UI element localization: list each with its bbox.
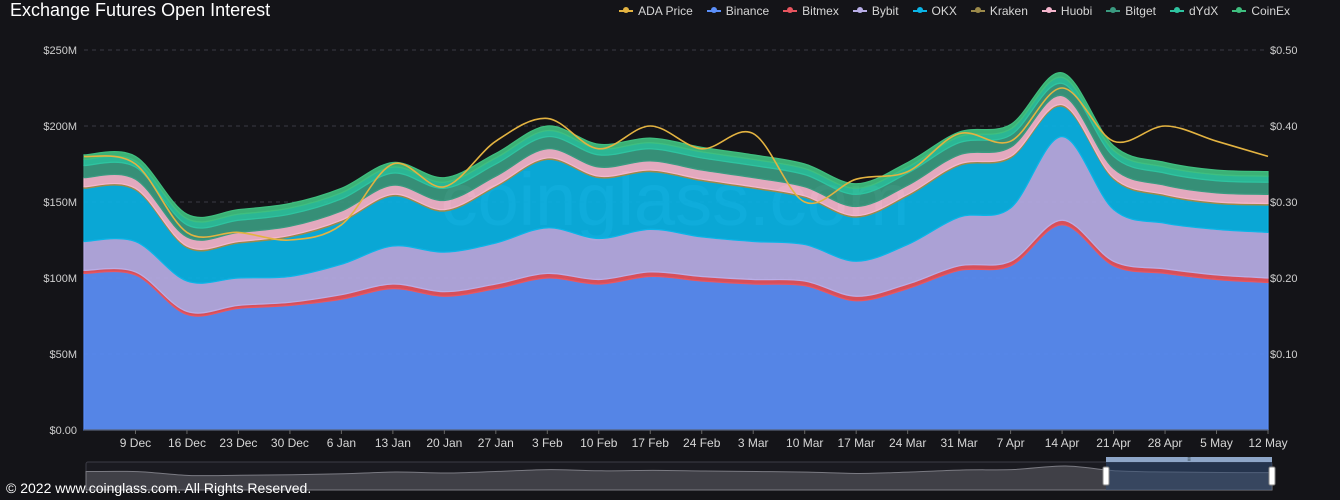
y-right-tick-label: $0.20 [1270, 273, 1298, 285]
legend-item-bitmex[interactable]: Bitmex [783, 4, 839, 18]
legend-swatch [706, 7, 721, 13]
legend-label: Kraken [989, 4, 1028, 18]
x-tick-label: 16 Dec [168, 436, 206, 450]
legend-swatch [912, 7, 927, 13]
legend-item-kraken[interactable]: Kraken [970, 4, 1028, 18]
y-left-tick-label: $250M [43, 45, 77, 57]
legend-swatch [619, 7, 634, 13]
legend-label: Binance [725, 4, 770, 18]
legend-swatch [970, 7, 985, 13]
legend-swatch [1169, 7, 1184, 13]
x-tick-label: 13 Jan [375, 436, 411, 450]
x-tick-label: 6 Jan [327, 436, 356, 450]
legend-item-coinex[interactable]: CoinEx [1232, 4, 1290, 18]
y-right-tick-label: $0.50 [1270, 45, 1298, 57]
y-left-tick-label: $100M [43, 273, 77, 285]
x-tick-label: 7 Apr [997, 436, 1025, 450]
navigator-left-handle[interactable] [1102, 466, 1110, 486]
area-coinex [83, 72, 1269, 223]
x-tick-label: 24 Feb [683, 436, 721, 450]
navigator-scrollbar[interactable] [1106, 457, 1272, 462]
chart-title: Exchange Futures Open Interest [10, 0, 271, 20]
range-navigator[interactable]: ≡ [85, 457, 1276, 491]
legend-label: dYdX [1188, 4, 1219, 18]
legend-item-dydx[interactable]: dYdX [1169, 4, 1219, 18]
legend-item-ada-price[interactable]: ADA Price [619, 4, 693, 18]
x-axis: 9 Dec 16 Dec 23 Dec 30 Dec 6 Jan 13 Jan 20 Jan… [84, 429, 1288, 450]
legend-item-huobi[interactable]: Huobi [1041, 4, 1093, 18]
x-tick-label: 23 Dec [219, 436, 257, 450]
legend-label: Bybit [871, 4, 899, 18]
legend-label: CoinEx [1251, 4, 1290, 18]
y-axis-left: $0.00 $50M $100M $150M $200M $250M [43, 45, 77, 437]
y-right-tick-label: $0.10 [1270, 349, 1298, 361]
area-series [83, 72, 1269, 431]
x-tick-label: 10 Feb [580, 436, 618, 450]
footer-copyright: © 2022 www.coinglass.com. All Rights Res… [6, 480, 312, 496]
legend-label: Bitget [1125, 4, 1156, 18]
legend-item-bitget[interactable]: Bitget [1106, 4, 1156, 18]
legend-label: Huobi [1060, 4, 1093, 18]
x-tick-label: 14 Apr [1045, 436, 1080, 450]
y-left-tick-label: $0.00 [49, 425, 77, 437]
legend-label: OKX [931, 4, 957, 18]
x-tick-label: 31 Mar [940, 436, 977, 450]
y-left-tick-label: $150M [43, 197, 77, 209]
legend-item-okx[interactable]: OKX [912, 4, 957, 18]
legend-label: ADA Price [638, 4, 693, 18]
legend-swatch [1232, 7, 1247, 13]
legend-item-binance[interactable]: Binance [706, 4, 770, 18]
x-tick-label: 5 May [1200, 436, 1233, 450]
x-tick-label: 24 Mar [889, 436, 926, 450]
x-tick-label: 30 Dec [271, 436, 309, 450]
x-tick-label: 20 Jan [426, 436, 462, 450]
y-left-tick-label: $200M [43, 121, 77, 133]
y-left-tick-label: $50M [49, 349, 77, 361]
x-tick-label: 17 Feb [632, 436, 670, 450]
line-ada-price [83, 87, 1269, 241]
navigator-scroll-grip[interactable]: ≡ [1187, 457, 1191, 463]
legend-swatch [783, 7, 798, 13]
x-tick-label: 3 Mar [738, 436, 769, 450]
x-tick-label: 21 Apr [1096, 436, 1131, 450]
navigator-mini-area [85, 465, 1273, 491]
y-right-tick-label: $0.30 [1270, 197, 1298, 209]
x-tick-label: 28 Apr [1148, 436, 1183, 450]
legend-item-bybit[interactable]: Bybit [852, 4, 899, 18]
x-tick-label: 9 Dec [120, 436, 151, 450]
chart-legend: ADA Price Binance Bitmex Bybit OKX Kraken Huob… [600, 0, 1340, 22]
legend-swatch [1041, 7, 1056, 13]
legend-swatch [1106, 7, 1121, 13]
x-tick-label: 10 Mar [786, 436, 823, 450]
x-tick-label: 27 Jan [478, 436, 514, 450]
y-right-tick-label: $0.40 [1270, 121, 1298, 133]
x-tick-label: 3 Feb [532, 436, 563, 450]
x-tick-label: 17 Mar [837, 436, 874, 450]
legend-swatch [852, 7, 867, 13]
navigator-right-handle[interactable] [1268, 466, 1276, 486]
navigator-selection[interactable] [1106, 462, 1272, 490]
x-tick-label: 12 May [1248, 436, 1287, 450]
legend-label: Bitmex [802, 4, 839, 18]
y-axis-right: $0.10 $0.20 $0.30 $0.40 $0.50 [1270, 45, 1298, 361]
price-line [83, 87, 1269, 241]
